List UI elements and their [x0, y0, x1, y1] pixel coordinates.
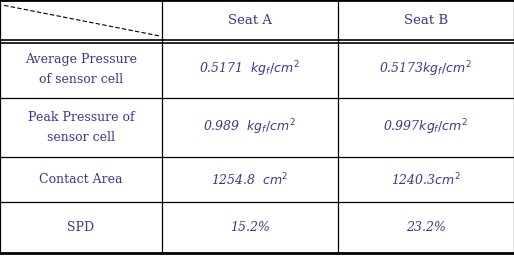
Text: 23.2%: 23.2% [406, 221, 446, 234]
Text: of sensor cell: of sensor cell [39, 73, 123, 86]
Text: 0.997$kg_f/cm^2$: 0.997$kg_f/cm^2$ [383, 117, 468, 137]
Text: 1254.8  $cm^2$: 1254.8 $cm^2$ [211, 171, 288, 188]
Text: 15.2%: 15.2% [230, 221, 270, 234]
Text: Contact Area: Contact Area [39, 173, 123, 186]
Text: 0.5173$kg_f/cm^2$: 0.5173$kg_f/cm^2$ [379, 60, 472, 80]
Text: 1240.3$cm^2$: 1240.3$cm^2$ [391, 171, 461, 188]
Text: 0.989  $kg_f/cm^2$: 0.989 $kg_f/cm^2$ [204, 117, 296, 137]
Text: Peak Pressure of: Peak Pressure of [28, 111, 134, 124]
Text: sensor cell: sensor cell [47, 131, 115, 144]
Text: SPD: SPD [67, 221, 95, 234]
Text: 0.5171  $kg_f/cm^2$: 0.5171 $kg_f/cm^2$ [199, 60, 300, 80]
Text: Seat B: Seat B [404, 14, 448, 27]
Text: Average Pressure: Average Pressure [25, 53, 137, 66]
Text: Seat A: Seat A [228, 14, 272, 27]
